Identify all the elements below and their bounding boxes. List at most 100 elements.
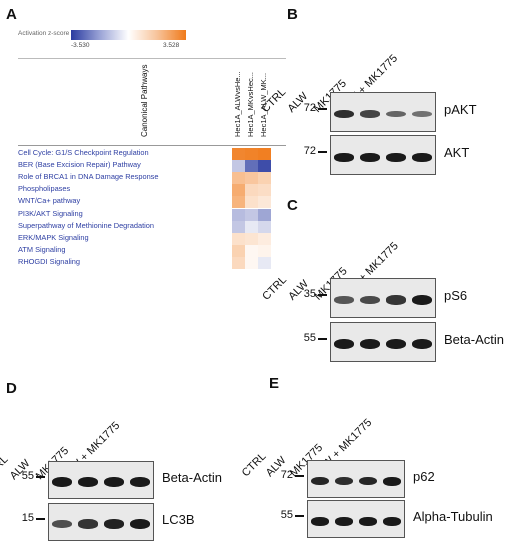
panel-label-c: C: [287, 197, 298, 214]
blot-strip: [307, 460, 405, 498]
heatmap-cell: [258, 196, 271, 209]
heatmap-cell: [245, 172, 258, 185]
blot-band: [359, 476, 377, 486]
pathway-label: ATM Signaling: [18, 244, 66, 254]
marker-size: 55: [280, 509, 293, 521]
marker-size: 15: [21, 512, 34, 524]
legend-title: Activation z-score: [18, 30, 70, 37]
protein-label: LC3B: [162, 512, 195, 527]
blot-band: [386, 110, 406, 118]
blot-band: [130, 477, 150, 487]
marker-tick: [318, 338, 327, 340]
blot-strip: [330, 322, 436, 362]
marker-size: 55: [21, 470, 34, 482]
protein-label: Beta-Actin: [444, 332, 504, 347]
heatmap-cell: [232, 184, 245, 197]
marker-tick: [295, 515, 304, 517]
blot-band: [412, 339, 432, 349]
heatmap-cell: [258, 244, 271, 257]
marker-tick: [36, 518, 45, 520]
blot-strip: [330, 278, 436, 318]
heatmap-cell: [245, 160, 258, 173]
blot-band: [360, 110, 380, 118]
heatmap-column-label: Hec1A_ALWvsHe...: [233, 71, 242, 137]
heatmap-cell: [232, 196, 245, 209]
heatmap-cell: [245, 196, 258, 209]
protein-label: AKT: [444, 145, 470, 160]
blot-band: [360, 152, 380, 162]
top-divider: [18, 58, 286, 59]
blot-band: [335, 516, 353, 526]
heatmap-cell: [258, 256, 271, 269]
panel-label-e: E: [269, 375, 280, 392]
heatmap-cell: [258, 148, 271, 161]
blot-band: [335, 476, 353, 486]
blot-band: [52, 519, 72, 529]
heatmap-cell: [258, 184, 271, 197]
blot-band: [383, 516, 401, 526]
blot-band: [334, 152, 354, 162]
heatmap-cell: [258, 208, 271, 221]
blot-band: [311, 516, 329, 526]
heatmap-cell: [232, 160, 245, 173]
legend-max: 3.528: [163, 42, 180, 49]
panel-label-b: B: [287, 6, 298, 23]
blot-band: [130, 519, 150, 529]
blot-band: [360, 295, 380, 305]
blot-band: [78, 519, 98, 529]
heatmap-cell: [245, 244, 258, 257]
legend-gradient: [71, 30, 186, 40]
pathway-header: Canonical Pathways: [140, 64, 149, 137]
heatmap-cell: [232, 148, 245, 161]
blot-band: [334, 296, 354, 304]
blot-panel-c: CTRLALWMK1775ALW + MK177535pS655Beta-Act…: [260, 212, 510, 372]
pathway-label: BER (Base Excision Repair) Pathway: [18, 160, 141, 170]
heatmap-cell: [245, 256, 258, 269]
heatmap-cell: [258, 160, 271, 173]
marker-tick: [318, 151, 327, 153]
blot-strip: [48, 503, 154, 541]
heatmap-cell: [258, 172, 271, 185]
marker-size: 35: [303, 288, 316, 300]
protein-label: pS6: [444, 288, 468, 303]
pathway-label: PI3K/AKT Signaling: [18, 208, 83, 218]
blot-band: [334, 109, 354, 119]
heatmap-cell: [245, 232, 258, 245]
heatmap-cell: [258, 232, 271, 245]
heatmap-cell: [232, 256, 245, 269]
marker-size: 72: [280, 469, 293, 481]
blot-band: [104, 519, 124, 529]
blot-panel-d: CTRLALWMK1775ALW + MK177555Beta-Actin15L…: [0, 393, 263, 548]
heatmap-cell: [245, 208, 258, 221]
blot-strip: [48, 461, 154, 499]
pathway-label: ERK/MAPK Signaling: [18, 232, 89, 242]
blot-band: [78, 477, 98, 487]
heatmap-cell: [258, 220, 271, 233]
blot-panel-e: CTRLALWMK1775ALW + MK177572p6255Alpha-Tu…: [240, 390, 513, 545]
blot-band: [412, 295, 432, 305]
header-divider: [18, 145, 286, 146]
blot-band: [412, 152, 432, 162]
legend-min: -3.530: [71, 42, 90, 49]
blot-band: [386, 295, 406, 305]
blot-strip: [330, 135, 436, 175]
marker-size: 72: [303, 145, 316, 157]
pathway-label: WNT/Ca+ pathway: [18, 196, 81, 206]
panel-label-a: A: [6, 6, 17, 23]
panel-label-d: D: [6, 380, 17, 397]
pathway-label: RHOGDI Signaling: [18, 256, 81, 266]
heatmap-cell: [245, 184, 258, 197]
blot-band: [386, 152, 406, 162]
blot-band: [334, 339, 354, 349]
protein-label: p62: [413, 469, 435, 484]
blot-band: [52, 477, 72, 487]
blot-band: [412, 110, 432, 118]
blot-strip: [307, 500, 405, 538]
heatmap-cell: [245, 148, 258, 161]
protein-label: Alpha-Tubulin: [413, 509, 493, 524]
blot-band: [386, 339, 406, 349]
heatmap-column-label: Hec1A_MKvsHec...: [246, 71, 255, 137]
blot-strip: [330, 92, 436, 132]
heatmap-cell: [232, 244, 245, 257]
